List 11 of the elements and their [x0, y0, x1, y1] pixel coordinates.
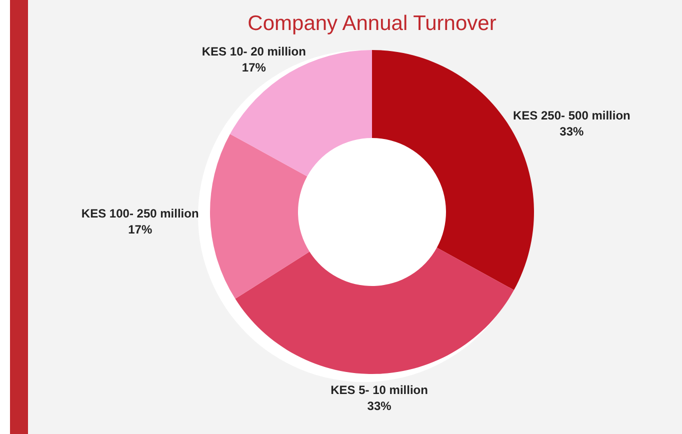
data-label: 33%: [367, 398, 392, 413]
slice-label: KES 10- 20 million: [202, 44, 306, 58]
data-label: 17%: [242, 60, 266, 74]
chart-title: Company Annual Turnover: [248, 12, 496, 35]
data-label: 33%: [560, 124, 584, 138]
slice-label: KES 100- 250 million: [81, 206, 199, 221]
donut-slice: [210, 134, 310, 299]
slice-label: KES 250- 500 million: [512, 108, 630, 122]
slice-label: KES 5- 10 million: [330, 382, 428, 397]
data-label: 17%: [128, 222, 152, 237]
donut-slice: [235, 248, 514, 374]
